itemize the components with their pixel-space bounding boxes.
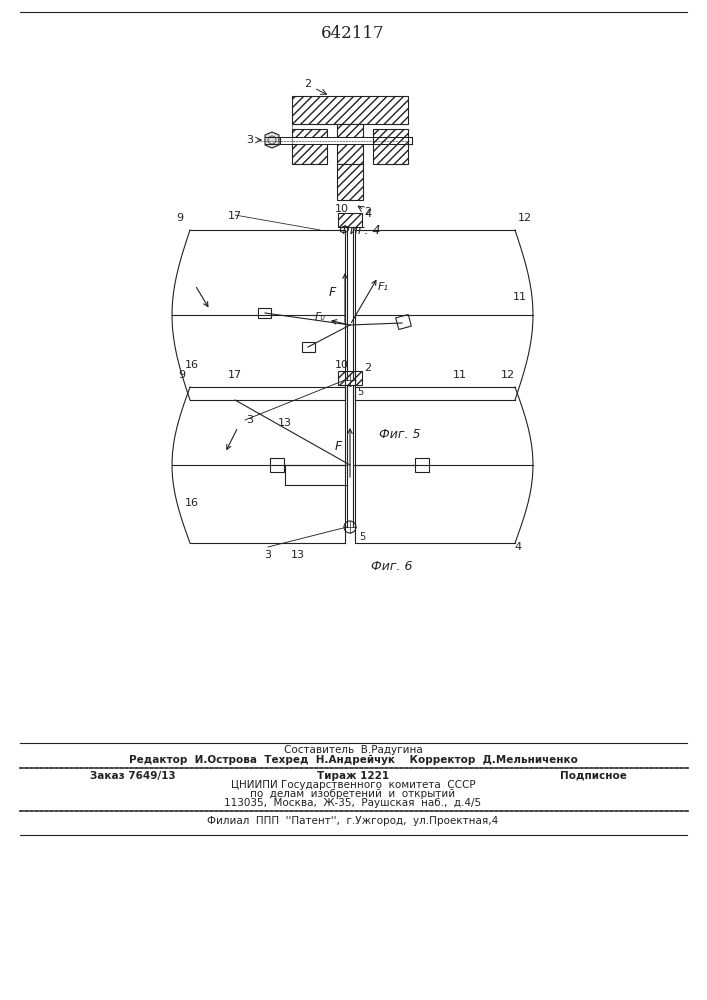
Text: 12: 12 [518,213,532,223]
Text: 2: 2 [364,207,372,217]
Text: 5: 5 [359,532,365,542]
Bar [415,458,429,472]
Text: 3: 3 [247,415,254,425]
Circle shape [344,374,356,386]
Text: 9: 9 [178,370,185,380]
Text: Фиг. 6: Фиг. 6 [371,560,413,574]
Text: 17: 17 [228,370,242,380]
Polygon shape [265,132,279,148]
Polygon shape [337,164,363,200]
Text: 11: 11 [513,292,527,302]
Text: 642117: 642117 [321,25,385,42]
Text: Тираж 1221: Тираж 1221 [317,771,389,781]
Text: 2: 2 [305,79,312,89]
Bar [302,342,315,352]
Text: 17: 17 [228,211,242,221]
Bar [396,315,411,329]
Polygon shape [292,96,408,124]
Text: Редактор  И.Острова  Техред  Н.Андрейчук    Корректор  Д.Мельниченко: Редактор И.Острова Техред Н.Андрейчук Ко… [129,755,578,765]
Text: 16: 16 [185,498,199,508]
Text: Заказ 7649/13: Заказ 7649/13 [90,771,175,781]
Text: Подписное: Подписное [560,771,627,781]
Text: 13: 13 [278,418,292,428]
Text: 4: 4 [364,209,372,219]
Text: 3: 3 [264,550,271,560]
Polygon shape [338,371,362,385]
Text: 5: 5 [357,387,363,397]
Text: Фиг. 5: Фиг. 5 [379,428,421,442]
Text: Фиг. 4: Фиг. 4 [339,224,381,236]
Text: ЦНИИПИ Государственного  комитета  СССР: ЦНИИПИ Государственного комитета СССР [230,780,475,790]
Text: 13: 13 [291,550,305,560]
Text: 12: 12 [501,370,515,380]
Circle shape [344,521,356,533]
Text: по  делам  изобретений  и  открытий: по делам изобретений и открытий [250,789,455,799]
Bar [258,308,271,318]
Text: 11: 11 [453,370,467,380]
Text: 4: 4 [515,542,522,552]
Text: F₁: F₁ [378,282,389,292]
Polygon shape [292,129,327,164]
Polygon shape [280,137,373,144]
Text: 113035,  Москва,  Ж-35,  Раушская  наб.,  д.4/5: 113035, Москва, Ж-35, Раушская наб., д.4… [224,798,481,808]
Text: Составитель  В.Радугина: Составитель В.Радугина [284,745,422,755]
Text: F: F [328,286,336,300]
Bar [270,458,284,472]
Polygon shape [338,213,362,227]
Text: Филиал  ППП  ''Патент'',  г.Ужгород,  ул.Проектная,4: Филиал ППП ''Патент'', г.Ужгород, ул.Про… [207,816,498,826]
Text: 3: 3 [247,135,254,145]
Text: 10: 10 [335,360,349,370]
Polygon shape [337,124,363,164]
Text: 2: 2 [364,363,372,373]
Text: 9: 9 [177,213,184,223]
Text: F: F [334,440,341,454]
Text: 16: 16 [185,360,199,370]
Text: F₀: F₀ [315,312,325,322]
Polygon shape [373,129,408,164]
Text: 10: 10 [335,204,349,214]
